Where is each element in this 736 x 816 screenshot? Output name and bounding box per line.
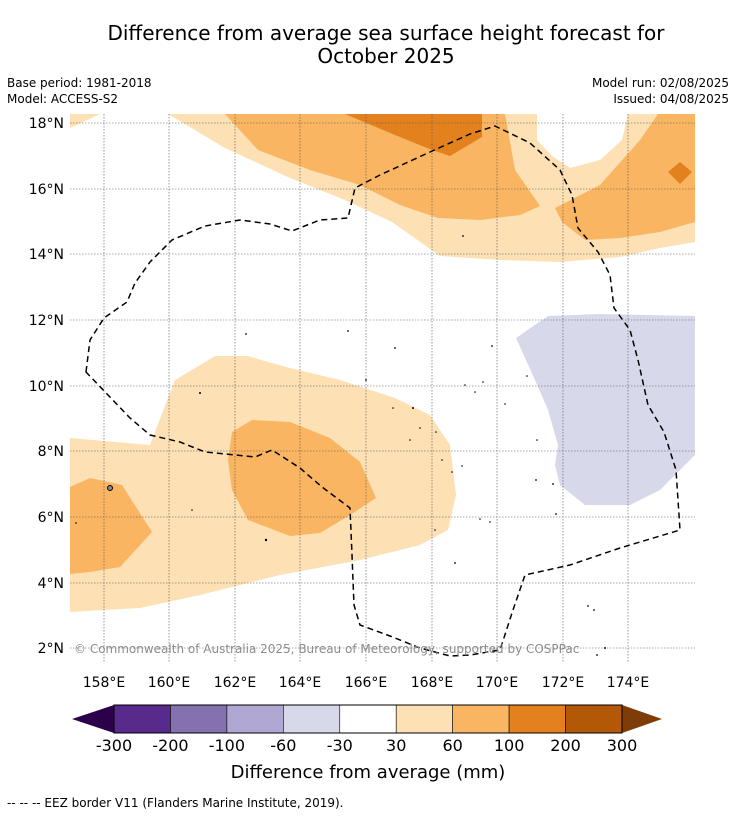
colorbar-bins <box>113 704 623 734</box>
colorbar: -300 -200 -100 -60 -30 30 60 100 200 300 Differen… <box>72 704 662 783</box>
colorbar-bin <box>508 704 566 734</box>
colorbar-bin <box>452 704 510 734</box>
colorbar-bin <box>395 704 453 734</box>
lat-label: 2°N <box>38 641 64 657</box>
base-period: Base period: 1981-2018 <box>7 76 152 90</box>
lat-label: 6°N <box>38 510 64 526</box>
lon-label: 168°E <box>411 675 454 691</box>
lat-label: 4°N <box>38 576 64 592</box>
lon-label: 158°E <box>83 675 126 691</box>
colorbar-bin <box>565 704 623 734</box>
colorbar-bin <box>226 704 284 734</box>
contour-100-200-north <box>345 114 482 156</box>
colorbar-bin <box>170 704 228 734</box>
meta-left: Base period: 1981-2018 Model: ACCESS-S2 <box>7 75 152 107</box>
colorbar-bin <box>283 704 341 734</box>
map-area <box>70 114 695 662</box>
lon-label: 170°E <box>476 675 519 691</box>
colorbar-outline <box>113 704 623 734</box>
contour-60-100-northeast <box>555 114 695 240</box>
title-line-1: Difference from average sea surface heig… <box>107 21 665 45</box>
lat-axis: 18°N 16°N 14°N 12°N 10°N 8°N 6°N 4°N 2°N <box>29 116 64 657</box>
colorbar-tick-label: -100 <box>209 736 245 755</box>
copyright-text: © Commonwealth of Australia 2025, Bureau… <box>74 642 579 656</box>
lat-label: 18°N <box>29 116 64 132</box>
lat-label: 16°N <box>29 182 64 198</box>
map-title: Difference from average sea surface heig… <box>36 22 736 68</box>
lat-label: 10°N <box>29 379 64 395</box>
colorbar-tick-label: -60 <box>270 736 296 755</box>
colorbar-tick-label: 60 <box>442 736 462 755</box>
lon-axis: 158°E 160°E 162°E 164°E 166°E 168°E 170°… <box>83 675 650 691</box>
colorbar-title: Difference from average (mm) <box>231 762 506 783</box>
lon-label: 172°E <box>542 675 585 691</box>
lat-label: 14°N <box>29 247 64 263</box>
colorbar-tick-label: 300 <box>607 736 638 755</box>
colorbar-tick-label: 200 <box>550 736 581 755</box>
lon-label: 162°E <box>214 675 257 691</box>
model-name: Model: ACCESS-S2 <box>7 92 119 106</box>
issued-date: Issued: 04/08/2025 <box>613 92 729 106</box>
colorbar-tick-label: 100 <box>494 736 525 755</box>
colorbar-tick-label: 30 <box>386 736 406 755</box>
lat-label: 12°N <box>29 313 64 329</box>
eez-border <box>85 125 681 657</box>
lon-label: 174°E <box>607 675 650 691</box>
lon-label: 160°E <box>148 675 191 691</box>
lon-label: 166°E <box>345 675 388 691</box>
gridlines <box>70 114 695 662</box>
meta-right: Model run: 02/08/2025 Issued: 04/08/2025 <box>592 75 729 107</box>
lon-label: 164°E <box>279 675 322 691</box>
lat-label: 8°N <box>38 444 64 460</box>
eez-legend: -- -- -- EEZ border V11 (Flanders Marine… <box>7 796 344 810</box>
colorbar-extend-high <box>622 705 662 733</box>
contour-100-200-northeast-patch <box>668 162 692 184</box>
colorbar-tick-label: -30 <box>327 736 353 755</box>
contour-minus30-60-east <box>516 314 695 505</box>
model-run: Model run: 02/08/2025 <box>591 76 729 90</box>
contour-60-100-southwest <box>70 478 152 574</box>
title-line-2: October 2025 <box>317 44 455 68</box>
colorbar-bin <box>113 704 171 734</box>
colorbar-tick-label: -300 <box>96 736 132 755</box>
colorbar-extend-low <box>72 705 114 733</box>
colorbar-bin <box>339 704 397 734</box>
islands <box>75 235 606 656</box>
contour-60-100-central <box>228 420 376 536</box>
colorbar-ticks: -300 -200 -100 -60 -30 30 60 100 200 300 <box>96 736 637 755</box>
colorbar-tick-label: -200 <box>152 736 188 755</box>
